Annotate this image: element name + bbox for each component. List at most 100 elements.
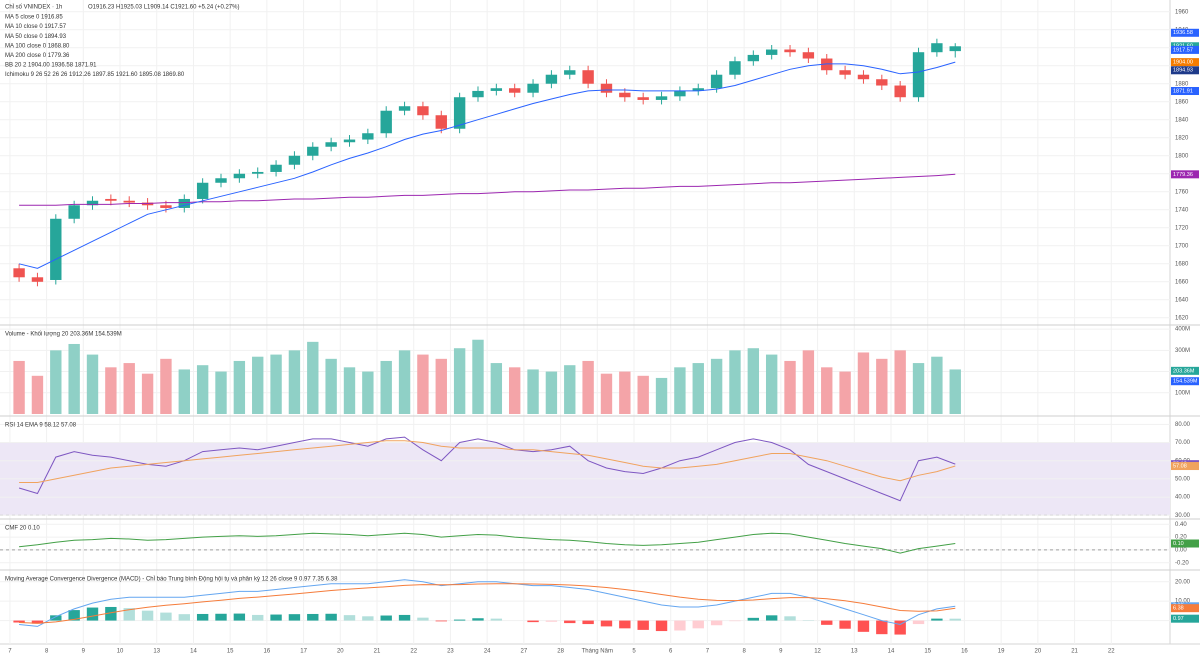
x-tick-label: 24 bbox=[484, 649, 491, 655]
indicator-line bbox=[19, 173, 956, 206]
indicator-label: MA 100 close 0 1868.80 bbox=[5, 43, 70, 49]
x-tick-label: 16 bbox=[264, 649, 271, 655]
price-tag bbox=[1171, 66, 1199, 75]
volume-bar bbox=[527, 369, 539, 414]
macd-histogram-bar bbox=[215, 613, 227, 621]
macd-histogram-bar bbox=[380, 615, 392, 621]
volume-bar bbox=[564, 365, 576, 414]
macd-histogram-bar bbox=[765, 615, 778, 621]
macd-histogram-bar bbox=[619, 620, 631, 629]
volume-bar bbox=[765, 354, 778, 414]
candle-body bbox=[343, 139, 356, 143]
macd-histogram-bar bbox=[545, 620, 558, 622]
y-tick-label: 50.00 bbox=[1175, 476, 1191, 482]
x-tick-label: 20 bbox=[1034, 649, 1041, 655]
macd-histogram-bar bbox=[435, 620, 447, 622]
series-line bbox=[19, 440, 956, 483]
macd-histogram-bar bbox=[472, 618, 484, 621]
y-tick-label: 100M bbox=[1175, 390, 1190, 396]
y-tick-label: 30.00 bbox=[1175, 513, 1191, 519]
candle-body bbox=[196, 182, 209, 199]
volume-bar bbox=[710, 358, 723, 414]
x-tick-label: 7 bbox=[8, 649, 12, 655]
y-tick-label: 0.00 bbox=[1175, 548, 1187, 554]
price-tag-label: 0.97 bbox=[1173, 616, 1184, 622]
candle-body bbox=[50, 218, 62, 280]
price-tag bbox=[1171, 377, 1199, 386]
volume-bar bbox=[380, 360, 392, 414]
price-tag-label: 6.38 bbox=[1173, 606, 1184, 612]
y-tick-label: 300M bbox=[1175, 348, 1190, 354]
macd-histogram-bar bbox=[490, 618, 503, 621]
price-tag bbox=[1171, 614, 1199, 623]
candle-body bbox=[270, 164, 282, 172]
y-tick-label: -0.20 bbox=[1175, 560, 1189, 566]
volume-bar bbox=[894, 350, 906, 414]
volume-bar bbox=[509, 367, 521, 414]
y-tick-label: 1760 bbox=[1175, 189, 1189, 195]
y-tick-label: 20.00 bbox=[1175, 579, 1191, 585]
volume-bar bbox=[490, 363, 503, 414]
macd-histogram-bar bbox=[31, 620, 44, 624]
candle-body bbox=[31, 277, 44, 282]
y-tick-label: 1860 bbox=[1175, 99, 1189, 105]
price-tag-label: 57.08 bbox=[1173, 463, 1187, 469]
macd-histogram-bar bbox=[821, 620, 833, 625]
candle-body bbox=[619, 92, 631, 98]
candle-body bbox=[839, 70, 851, 75]
candle-body bbox=[325, 142, 337, 147]
indicator-line bbox=[19, 583, 956, 624]
series-line bbox=[18, 436, 956, 502]
volume-bar bbox=[362, 371, 374, 414]
macd-histogram-bar bbox=[13, 620, 25, 623]
volume-bar bbox=[655, 377, 668, 414]
volume-bar bbox=[912, 363, 925, 414]
x-tick-label: 10 bbox=[117, 649, 124, 655]
x-tick-label: 19 bbox=[998, 649, 1005, 655]
price-tag-label: 1936.58 bbox=[1173, 30, 1193, 36]
volume-bar bbox=[435, 358, 447, 414]
y-tick-label: 1680 bbox=[1175, 261, 1189, 267]
indicator-label: Ichimoku 9 26 52 26 26 1912.26 1897.85 1… bbox=[5, 72, 185, 78]
macd-histogram-bar bbox=[123, 608, 135, 621]
indicator-line bbox=[19, 532, 956, 554]
volume-bar bbox=[729, 350, 741, 414]
candle-body bbox=[527, 83, 539, 93]
y-tick-label: 1740 bbox=[1175, 207, 1189, 213]
candle-body bbox=[490, 88, 503, 91]
pane-title: RSI 14 EMA 9 58.12 57.08 bbox=[5, 423, 77, 429]
y-tick-label: 0.20 bbox=[1175, 535, 1187, 541]
volume-bar bbox=[821, 367, 833, 414]
volume-bar bbox=[31, 375, 44, 414]
indicator-label: MA 10 close 0 1917.57 bbox=[5, 24, 67, 30]
x-tick-label: 16 bbox=[961, 649, 968, 655]
pane-title: Moving Average Convergence Divergence (M… bbox=[5, 576, 338, 583]
macd-histogram-bar bbox=[582, 620, 594, 625]
candle-body bbox=[674, 90, 686, 97]
x-tick-label: 6 bbox=[669, 649, 673, 655]
macd-histogram-bar bbox=[398, 614, 411, 621]
volume-bar bbox=[325, 358, 337, 414]
candle-body bbox=[857, 74, 870, 80]
volume-bar bbox=[417, 354, 429, 414]
x-tick-label: 5 bbox=[632, 649, 636, 655]
price-tag-label: 1871.91 bbox=[1173, 88, 1193, 94]
volume-bar bbox=[582, 360, 594, 414]
x-tick-label: 15 bbox=[924, 649, 931, 655]
price-tag bbox=[1171, 462, 1199, 471]
macd-histogram-bar bbox=[453, 619, 466, 621]
x-tick-label: 17 bbox=[300, 649, 307, 655]
y-tick-label: 1880 bbox=[1175, 81, 1189, 87]
indicator-label: BB 20 2 1904.00 1936.58 1871.91 bbox=[5, 63, 97, 69]
series-line bbox=[19, 532, 956, 554]
candle-body bbox=[784, 49, 796, 53]
x-tick-label: 14 bbox=[888, 649, 895, 655]
volume-bar bbox=[876, 358, 888, 414]
macd-histogram-bar bbox=[857, 620, 870, 632]
indicator-line bbox=[19, 440, 956, 483]
volume-bar bbox=[178, 369, 190, 414]
macd-histogram-bar bbox=[86, 607, 99, 621]
candle-body bbox=[637, 97, 649, 100]
candle-body bbox=[582, 70, 594, 84]
